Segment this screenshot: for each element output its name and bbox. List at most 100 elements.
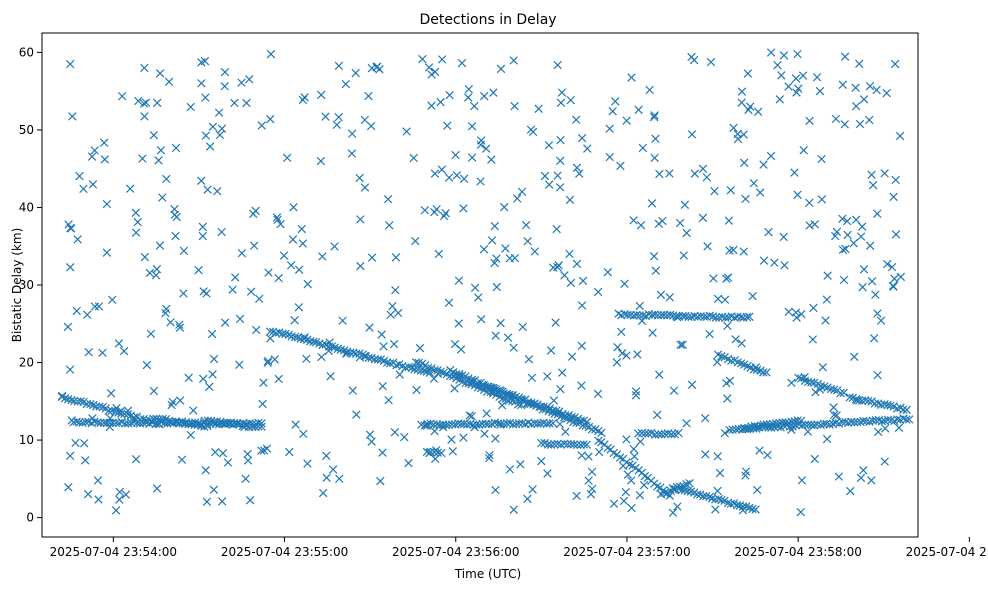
clutter-point (284, 447, 294, 457)
clutter-point (244, 75, 254, 84)
clutter-point (779, 232, 788, 242)
clutter-point (140, 252, 150, 262)
clutter-point (217, 227, 226, 237)
track-point (459, 419, 469, 429)
clutter-point (356, 261, 365, 271)
clutter-point (715, 468, 725, 478)
clutter-point (400, 432, 409, 442)
clutter-point (197, 176, 206, 185)
clutter-point (629, 216, 638, 225)
clutter-point (318, 488, 328, 498)
clutter-point (201, 93, 210, 102)
clutter-point (544, 180, 554, 189)
clutter-point (805, 221, 814, 230)
clutter-point (512, 194, 522, 203)
clutter-point (186, 430, 195, 440)
clutter-point (799, 145, 808, 155)
clutter-point (698, 213, 708, 223)
clutter-point (839, 275, 849, 285)
track-point (539, 402, 548, 411)
clutter-point (88, 180, 98, 189)
track-point (839, 388, 848, 398)
clutter-point (810, 220, 820, 229)
clutter-point (177, 455, 187, 464)
clutter-point (808, 335, 818, 344)
track-point (410, 364, 419, 374)
clutter-point (794, 84, 803, 93)
clutter-point (488, 387, 498, 396)
y-tick-label: 40 (19, 200, 34, 214)
clutter-point (523, 236, 532, 246)
clutter-point (726, 186, 735, 195)
track-point (587, 425, 597, 434)
clutter-point (467, 153, 477, 162)
track-point (530, 399, 540, 408)
clutter-point (162, 304, 171, 314)
clutter-point (88, 414, 97, 423)
track-point (822, 419, 831, 429)
clutter-point (887, 262, 897, 272)
clutter-point (812, 73, 822, 82)
clutter-point (167, 400, 176, 410)
clutter-point (266, 114, 275, 124)
clutter-point (480, 91, 489, 101)
track-point (726, 499, 736, 509)
track-point (682, 480, 691, 489)
clutter-point (199, 287, 208, 296)
data-markers (57, 48, 914, 517)
clutter-point (822, 295, 832, 304)
y-tick-label: 20 (19, 356, 34, 370)
clutter-point (577, 381, 586, 390)
track-point (63, 395, 73, 404)
clutter-point (492, 254, 501, 263)
clutter-point (894, 423, 904, 433)
clutter-point (365, 430, 375, 439)
clutter-point (509, 505, 518, 514)
clutter-point (838, 214, 847, 224)
clutter-point (873, 370, 882, 380)
clutter-point (289, 203, 298, 212)
clutter-point (282, 153, 292, 163)
clutter-point (482, 409, 491, 418)
clutter-point (355, 353, 365, 362)
clutter-point (855, 59, 864, 68)
clutter-point (470, 283, 480, 293)
clutter-point (770, 258, 779, 267)
clutter-point (647, 199, 657, 208)
clutter-point (705, 329, 714, 339)
clutter-point (883, 259, 892, 269)
clutter-point (856, 473, 866, 483)
clutter-point (90, 302, 100, 311)
clutter-point (755, 446, 764, 455)
clutter-point (622, 351, 631, 360)
clutter-point (543, 469, 552, 478)
clutter-point (840, 120, 849, 129)
clutter-point (748, 291, 757, 301)
clutter-point (524, 399, 533, 408)
clutter-point (94, 495, 103, 504)
clutter-point (112, 403, 121, 413)
track-point (690, 311, 699, 321)
clutter-point (798, 71, 808, 80)
track-point (597, 428, 606, 438)
clutter-point (496, 318, 505, 328)
clutter-point (784, 307, 793, 316)
clutter-point (391, 253, 401, 262)
clutter-point (701, 450, 710, 459)
track-point (422, 447, 432, 457)
clutter-point (723, 394, 732, 403)
clutter-point (348, 386, 358, 395)
track-point (550, 439, 559, 449)
clutter-point (57, 391, 67, 401)
clutter-point (873, 427, 883, 437)
clutter-point (249, 241, 259, 250)
track-point (653, 310, 663, 320)
clutter-point (490, 258, 499, 268)
clutter-point (294, 303, 304, 312)
clutter-point (751, 363, 761, 372)
track-point (567, 412, 576, 422)
clutter-point (258, 399, 267, 409)
clutter-point (418, 54, 427, 64)
clutter-point (823, 271, 832, 280)
clutter-point (186, 102, 195, 112)
